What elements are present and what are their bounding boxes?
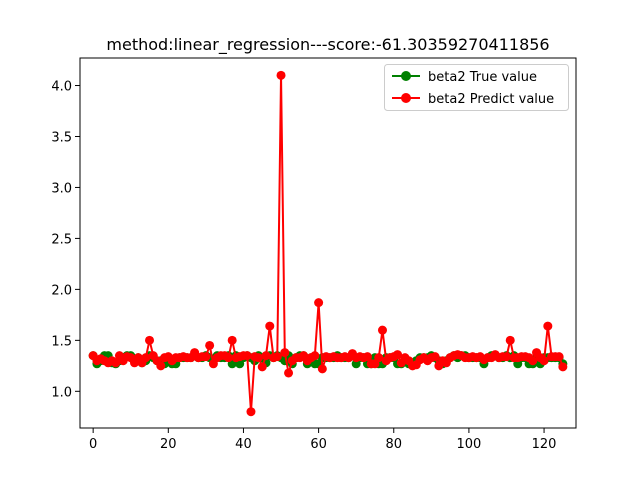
legend: beta2 True value beta2 Predict value [384, 64, 569, 111]
y-tick-label: 2.5 [51, 232, 72, 247]
x-axis: 0 20 40 60 80 100 120 [89, 428, 556, 452]
data-point [528, 356, 538, 366]
data-point [314, 298, 324, 308]
x-tick-label: 40 [235, 437, 252, 452]
legend-entry-true: beta2 True value [392, 70, 537, 85]
legend-entry-predict: beta2 Predict value [392, 92, 554, 107]
y-tick-label: 3.5 [51, 130, 72, 145]
data-point [539, 356, 549, 366]
data-point [280, 348, 290, 358]
data-point [543, 321, 553, 331]
legend-box [384, 64, 569, 111]
data-point [554, 352, 564, 362]
legend-label-predict: beta2 Predict value [428, 92, 554, 107]
legend-marker-true [401, 71, 411, 81]
data-point [501, 352, 511, 362]
x-tick-label: 120 [532, 437, 557, 452]
data-point [242, 351, 252, 361]
data-point [257, 362, 267, 372]
plot-frame [79, 57, 577, 429]
x-tick-label: 100 [456, 437, 481, 452]
data-point [284, 368, 294, 378]
data-point [111, 358, 121, 368]
data-point [505, 335, 515, 345]
data-point [276, 70, 286, 80]
data-point [558, 362, 568, 372]
data-point [223, 353, 233, 363]
y-tick-label: 1.0 [51, 385, 72, 400]
legend-marker-predict [401, 93, 411, 103]
legend-label-true: beta2 True value [428, 70, 537, 85]
y-axis: 1.0 1.5 2.0 2.5 3.0 3.5 4.0 [51, 80, 80, 400]
data-point [272, 352, 282, 362]
data-point [246, 407, 256, 417]
y-tick-label: 2.0 [51, 283, 72, 298]
data-point [145, 335, 155, 345]
data-point [156, 361, 166, 371]
y-tick-label: 4.0 [51, 80, 72, 95]
data-point [253, 353, 263, 363]
x-tick-label: 80 [385, 437, 402, 452]
data-point [393, 350, 403, 360]
data-point [430, 352, 440, 362]
data-point [201, 352, 211, 362]
x-tick-label: 0 [89, 437, 97, 452]
plot-area: 0 20 40 60 80 100 120 1.0 1.5 2.0 2.5 3.0 3.5 4.0 [51, 57, 577, 452]
data-point [377, 325, 387, 335]
data-point [310, 351, 320, 361]
data-point [317, 364, 327, 374]
data-point [265, 321, 275, 331]
data-point [141, 353, 151, 363]
x-tick-label: 20 [160, 437, 177, 452]
data-point [374, 353, 384, 363]
series-layer [88, 70, 568, 417]
y-tick-label: 3.0 [51, 181, 72, 196]
data-point [227, 335, 237, 345]
data-point [205, 340, 215, 350]
data-point [362, 352, 372, 362]
x-tick-label: 60 [310, 437, 327, 452]
data-point [261, 351, 271, 361]
y-tick-label: 1.5 [51, 334, 72, 349]
chart-title: method:linear_regression---score:-61.303… [106, 35, 549, 55]
series-predict-value [88, 70, 568, 417]
